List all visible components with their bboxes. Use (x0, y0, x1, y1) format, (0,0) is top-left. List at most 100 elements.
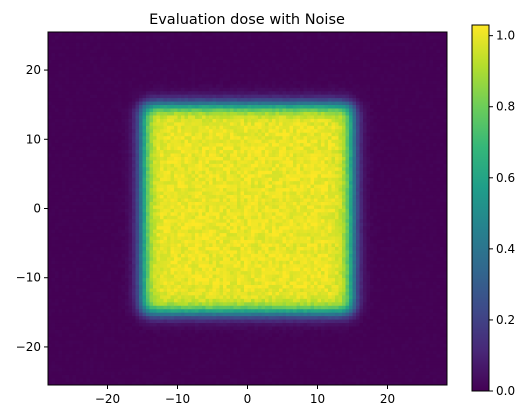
heatmap-cell (69, 368, 73, 372)
heatmap-cell (311, 257, 315, 261)
heatmap-cell (304, 312, 308, 316)
heatmap-cell (374, 236, 378, 240)
heatmap-cell (437, 257, 441, 261)
heatmap-cell (178, 288, 182, 292)
heatmap-cell (59, 274, 63, 278)
heatmap-cell (164, 278, 168, 282)
heatmap-cell (279, 330, 283, 334)
heatmap-cell (311, 288, 315, 292)
heatmap-cell (265, 361, 269, 365)
heatmap-cell (234, 260, 238, 264)
heatmap-cell (290, 326, 294, 330)
heatmap-cell (269, 267, 273, 271)
heatmap-cell (153, 302, 157, 306)
heatmap-cell (370, 343, 374, 347)
heatmap-cell (318, 298, 322, 302)
heatmap-cell (55, 343, 59, 347)
heatmap-cell (87, 302, 91, 306)
heatmap-cell (90, 281, 94, 285)
heatmap-cell (174, 354, 178, 358)
heatmap-cell (349, 350, 353, 354)
heatmap-cell (241, 371, 245, 375)
heatmap-cell (216, 260, 220, 264)
heatmap-cell (90, 233, 94, 237)
heatmap-cell (346, 253, 350, 257)
heatmap-cell (349, 285, 353, 289)
heatmap-cell (83, 298, 87, 302)
heatmap-cell (132, 305, 136, 309)
heatmap-cell (48, 264, 52, 268)
heatmap-cell (153, 247, 157, 251)
heatmap-cell (293, 274, 297, 278)
heatmap-cell (195, 281, 199, 285)
heatmap-cell (125, 364, 129, 368)
heatmap-cell (220, 292, 224, 296)
heatmap-cell (181, 364, 185, 368)
heatmap-cell (157, 340, 161, 344)
heatmap-cell (202, 253, 206, 257)
heatmap-cell (220, 340, 224, 344)
heatmap-cell (90, 378, 94, 382)
heatmap-cell (87, 340, 91, 344)
heatmap-cell (52, 378, 56, 382)
heatmap-cell (321, 343, 325, 347)
heatmap-cell (97, 378, 101, 382)
heatmap-cell (248, 264, 252, 268)
heatmap-cell (269, 357, 273, 361)
heatmap-cell (293, 333, 297, 337)
heatmap-cell (377, 292, 381, 296)
heatmap-cell (59, 368, 63, 372)
heatmap-cell (300, 288, 304, 292)
heatmap-cell (272, 278, 276, 282)
heatmap-cell (325, 281, 329, 285)
heatmap-cell (437, 243, 441, 247)
heatmap-cell (405, 281, 409, 285)
heatmap-cell (241, 264, 245, 268)
heatmap-cell (192, 378, 196, 382)
heatmap-cell (391, 240, 395, 244)
heatmap-cell (349, 260, 353, 264)
heatmap-cell (409, 371, 413, 375)
heatmap-cell (76, 361, 80, 365)
heatmap-cell (48, 243, 52, 247)
heatmap-cell (167, 337, 171, 341)
heatmap-cell (363, 253, 367, 257)
heatmap-cell (262, 253, 266, 257)
heatmap-cell (150, 236, 154, 240)
heatmap-cell (251, 316, 255, 320)
heatmap-cell (335, 350, 339, 354)
heatmap-cell (381, 378, 385, 382)
heatmap-cell (80, 361, 84, 365)
heatmap-cell (440, 285, 444, 289)
heatmap-cell (391, 305, 395, 309)
heatmap-cell (192, 271, 196, 275)
heatmap-cell (178, 364, 182, 368)
heatmap-cell (174, 309, 178, 313)
heatmap-cell (433, 309, 437, 313)
heatmap-cell (311, 375, 315, 379)
heatmap-cell (297, 309, 301, 313)
heatmap-cell (97, 233, 101, 237)
heatmap-cell (248, 271, 252, 275)
heatmap-cell (416, 371, 420, 375)
heatmap-cell (353, 243, 357, 247)
heatmap-cell (52, 375, 56, 379)
heatmap-cell (143, 347, 147, 351)
heatmap-cell (83, 330, 87, 334)
heatmap-cell (342, 302, 346, 306)
heatmap-cell (104, 371, 108, 375)
heatmap-cell (216, 375, 220, 379)
heatmap-cell (129, 295, 133, 299)
heatmap-cell (87, 292, 91, 296)
heatmap-cell (325, 240, 329, 244)
heatmap-cell (440, 323, 444, 327)
heatmap-cell (153, 368, 157, 372)
heatmap-cell (108, 333, 112, 337)
heatmap-cell (213, 326, 217, 330)
heatmap-cell (125, 319, 129, 323)
heatmap-cell (69, 281, 73, 285)
heatmap-cell (244, 309, 248, 313)
heatmap-cell (118, 309, 122, 313)
heatmap-cell (437, 350, 441, 354)
heatmap-cell (412, 305, 416, 309)
